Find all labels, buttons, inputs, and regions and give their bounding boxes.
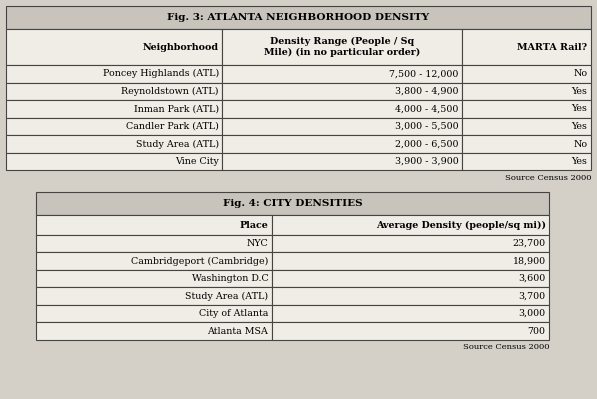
Bar [36,287,272,305]
Text: Yes: Yes [571,105,587,113]
Text: Source Census 2000: Source Census 2000 [463,343,549,351]
Bar [272,287,549,305]
Text: Washington D.C: Washington D.C [192,274,269,283]
Bar [272,235,549,252]
Text: Candler Park (ATL): Candler Park (ATL) [126,122,219,131]
Bar [36,270,272,287]
Text: Yes: Yes [571,157,587,166]
Bar [6,153,223,170]
Text: Place: Place [239,221,269,229]
Text: Yes: Yes [571,122,587,131]
Text: Average Density (people/sq mi)): Average Density (people/sq mi)) [376,221,546,229]
Text: Inman Park (ATL): Inman Park (ATL) [134,105,219,113]
Text: Vine City: Vine City [175,157,219,166]
Bar [36,322,272,340]
Text: Reynoldstown (ATL): Reynoldstown (ATL) [121,87,219,96]
Text: Cambridgeport (Cambridge): Cambridgeport (Cambridge) [131,257,269,265]
Text: Poncey Highlands (ATL): Poncey Highlands (ATL) [103,69,219,78]
Text: 3,000: 3,000 [519,309,546,318]
Bar [272,322,549,340]
Text: Neighborhood: Neighborhood [143,43,219,51]
Bar [6,29,223,65]
Text: 3,700: 3,700 [519,292,546,300]
Bar [6,65,223,83]
Bar [6,83,223,100]
Text: Source Census 2000: Source Census 2000 [504,174,591,182]
Bar [223,135,462,153]
Bar [272,215,549,235]
FancyBboxPatch shape [36,192,549,215]
Bar [462,65,591,83]
Text: Fig. 3: ATLANTA NEIGHBORHOOD DENSITY: Fig. 3: ATLANTA NEIGHBORHOOD DENSITY [167,13,430,22]
Text: 3,800 - 4,900: 3,800 - 4,900 [395,87,458,96]
Bar [462,29,591,65]
Bar [462,153,591,170]
Text: Study Area (ATL): Study Area (ATL) [136,140,219,148]
Bar [223,118,462,135]
Text: Fig. 4: CITY DENSITIES: Fig. 4: CITY DENSITIES [223,200,362,208]
Text: 3,900 - 3,900: 3,900 - 3,900 [395,157,458,166]
Bar [462,118,591,135]
Bar [223,100,462,118]
Bar [272,252,549,270]
Text: 18,900: 18,900 [513,257,546,265]
Bar [223,153,462,170]
Bar [36,235,272,252]
Bar [6,100,223,118]
Text: Yes: Yes [571,87,587,96]
Text: 23,700: 23,700 [513,239,546,248]
Text: 3,600: 3,600 [518,274,546,283]
Text: MARTA Rail?: MARTA Rail? [518,43,587,51]
Bar [272,305,549,322]
Text: No: No [573,140,587,148]
Text: 7,500 - 12,000: 7,500 - 12,000 [389,69,458,78]
Text: 4,000 - 4,500: 4,000 - 4,500 [395,105,458,113]
FancyBboxPatch shape [6,6,591,29]
Text: City of Atlanta: City of Atlanta [199,309,269,318]
Bar [462,135,591,153]
Bar [36,305,272,322]
Text: No: No [573,69,587,78]
Bar [223,29,462,65]
Text: 2,000 - 6,500: 2,000 - 6,500 [395,140,458,148]
Bar [223,83,462,100]
Bar [6,135,223,153]
Bar [6,118,223,135]
Text: Density Range (People / Sq
Mile) (in no particular order): Density Range (People / Sq Mile) (in no … [264,37,420,57]
Bar [36,215,272,235]
Text: 700: 700 [528,327,546,336]
Bar [36,252,272,270]
Bar [272,270,549,287]
Text: 3,000 - 5,500: 3,000 - 5,500 [395,122,458,131]
Bar [223,65,462,83]
Text: NYC: NYC [247,239,269,248]
Text: Atlanta MSA: Atlanta MSA [208,327,269,336]
Text: Study Area (ATL): Study Area (ATL) [185,292,269,300]
Bar [462,100,591,118]
Bar [462,83,591,100]
